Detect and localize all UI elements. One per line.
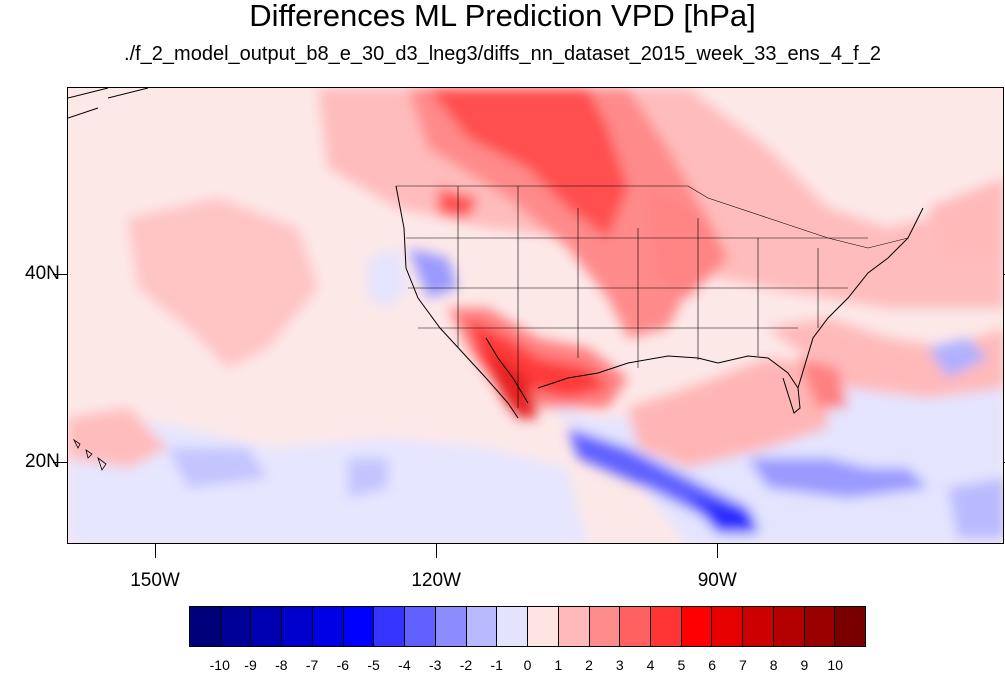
colorbar-label: -9 — [244, 657, 257, 673]
colorbar-box — [251, 607, 283, 646]
lat-tick — [53, 461, 67, 463]
colorbar-label: 1 — [554, 657, 563, 673]
anomaly-field — [68, 88, 1003, 543]
lat-tick — [53, 274, 67, 276]
lon-tick — [436, 544, 438, 558]
colorbar-box — [466, 607, 498, 646]
lat-label: 40N — [25, 263, 60, 285]
colorbar-label: 2 — [585, 657, 593, 673]
colorbar-box — [681, 607, 713, 646]
colorbar-box — [497, 607, 529, 646]
colorbar-box — [743, 607, 774, 646]
colorbar-box — [374, 607, 406, 646]
colorbar-label: -4 — [398, 657, 411, 673]
colorbar-box — [620, 607, 652, 646]
colorbar-label: 9 — [800, 657, 809, 673]
lat-tick — [1003, 274, 1005, 276]
map-subtitle: ./f_2_model_output_b8_e_30_d3_lneg3/diff… — [124, 43, 881, 65]
map-title: Differences ML Prediction VPD [hPa] — [249, 0, 756, 33]
colorbar-box — [405, 607, 436, 646]
state-borders — [396, 185, 909, 408]
colorbar-box — [712, 607, 744, 646]
lon-label: 120W — [411, 570, 461, 591]
vpd-difference-map — [67, 87, 1004, 544]
colorbar-box — [528, 607, 559, 646]
colorbar-label: 8 — [769, 657, 778, 673]
colorbar-box — [190, 607, 221, 646]
colorbar-label: -5 — [367, 657, 380, 673]
colorbar-label: -10 — [209, 657, 230, 673]
colorbar-box — [835, 607, 866, 646]
colorbar-label: 10 — [827, 657, 843, 673]
hawaii-islands — [72, 438, 107, 471]
colorbar-box — [220, 607, 252, 646]
colorbar-box — [312, 607, 344, 646]
lon-tick — [155, 544, 157, 558]
colorbar-box — [343, 607, 375, 646]
colorbar-label: -7 — [305, 657, 319, 673]
colorbar-box — [282, 607, 313, 646]
colorbar-label: 3 — [615, 657, 624, 673]
colorbar-label: -1 — [490, 657, 503, 673]
lat-tick — [1003, 461, 1005, 463]
colorbar-label: -2 — [459, 657, 473, 673]
colorbar-box — [773, 607, 805, 646]
colorbar-label: 0 — [523, 657, 532, 673]
colorbar-label: -6 — [336, 657, 350, 673]
lon-tick — [717, 544, 719, 558]
colorbar-box — [804, 607, 836, 646]
colorbar — [189, 606, 866, 647]
colorbar-box — [589, 607, 621, 646]
map-canvas — [68, 88, 1003, 543]
colorbar-box — [435, 607, 467, 646]
colorbar-label: 7 — [739, 657, 747, 673]
colorbar-box — [558, 607, 590, 646]
colorbar-box — [651, 607, 682, 646]
colorbar-label: 6 — [708, 657, 717, 673]
colorbar-label: 5 — [677, 657, 686, 673]
lon-label: 150W — [130, 570, 180, 591]
lon-label: 90W — [697, 570, 737, 591]
colorbar-label: 4 — [646, 657, 655, 673]
lat-label: 20N — [25, 450, 60, 472]
colorbar-label: -8 — [275, 657, 288, 673]
colorbar-label: -3 — [428, 657, 442, 673]
